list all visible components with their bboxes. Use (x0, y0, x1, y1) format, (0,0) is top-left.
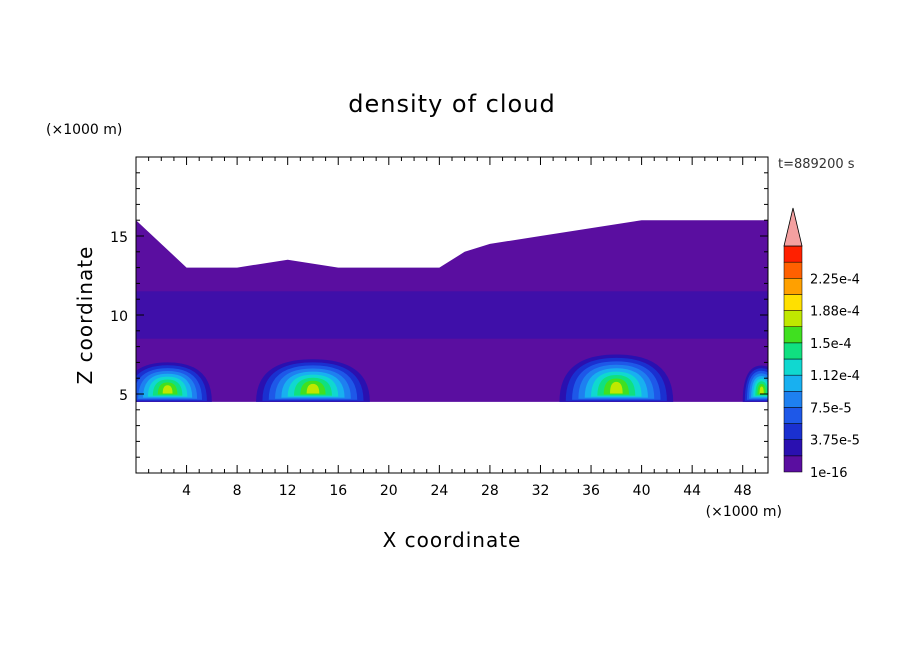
colorbar-label: 2.25e-4 (810, 272, 860, 287)
cell-contour (610, 381, 623, 394)
colorbar-swatch (783, 439, 803, 457)
time-label: t=889200 s (778, 157, 855, 172)
x-tick-label: 32 (532, 483, 550, 499)
colorbar-swatch (783, 294, 803, 311)
y-unit-label: (×1000 m) (46, 122, 122, 138)
cloud-cell (256, 359, 370, 402)
colorbar-swatch (783, 391, 803, 408)
colorbar-label: 3.75e-5 (810, 434, 860, 449)
y-tick-label: 15 (110, 230, 128, 246)
x-axis-title: X coordinate (383, 528, 522, 552)
x-tick-label: 12 (279, 483, 297, 499)
x-tick-label: 4 (182, 483, 191, 499)
colorbar-label: 7.5e-5 (810, 401, 852, 416)
x-tick-label: 8 (233, 483, 242, 499)
x-tick-label: 44 (683, 483, 701, 499)
colorbar-swatch (783, 261, 803, 279)
x-tick-label: 48 (734, 483, 752, 499)
colorbar-swatch (783, 326, 803, 344)
x-tick-label: 24 (430, 483, 448, 499)
colorbar-label: 1.5e-4 (810, 337, 852, 352)
x-tick-label: 36 (582, 483, 600, 499)
x-tick-label: 16 (329, 483, 347, 499)
x-tick-label: 20 (380, 483, 398, 499)
colorbar-swatch (783, 423, 803, 440)
cloud-cell (559, 354, 674, 402)
colorbar-swatch (783, 310, 803, 327)
colorbar-swatch (783, 278, 803, 295)
plot-area (136, 220, 768, 402)
cell-contour (306, 383, 320, 394)
colorbar-swatch (783, 374, 803, 392)
chart-title: density of cloud (348, 90, 555, 118)
y-axis-title: Z coordinate (73, 246, 97, 385)
colorbar-swatch (783, 342, 803, 360)
x-axis: 4 8 12 16 20 24 28 32 36 40 44 48 (148, 157, 756, 499)
cloud-cell (136, 362, 212, 402)
y-tick-label: 5 (119, 388, 128, 404)
colorbar-swatch (783, 455, 803, 473)
colorbar-swatch (783, 358, 803, 376)
colorbar-over-arrow (783, 207, 803, 247)
colorbar-label: 1.12e-4 (810, 369, 860, 384)
cloud-band (136, 291, 768, 339)
y-tick-label: 10 (110, 309, 128, 325)
x-tick-label: 28 (481, 483, 499, 499)
colorbar-label: 1e-16 (810, 466, 848, 481)
colorbar-swatch (783, 407, 803, 424)
x-tick-label: 40 (633, 483, 651, 499)
cell-contour (162, 385, 173, 394)
colorbar: 1e-16 3.75e-5 7.5e-5 1.12e-4 1.5e-4 1.88e-4 2.… (783, 207, 860, 481)
colorbar-label: 1.88e-4 (810, 305, 860, 320)
y-axis: 5 10 15 (110, 172, 768, 458)
cell-contour (759, 386, 764, 394)
x-unit-label: (×1000 m) (706, 504, 782, 520)
colorbar-swatch (783, 245, 803, 263)
cloud-cell (742, 365, 768, 402)
